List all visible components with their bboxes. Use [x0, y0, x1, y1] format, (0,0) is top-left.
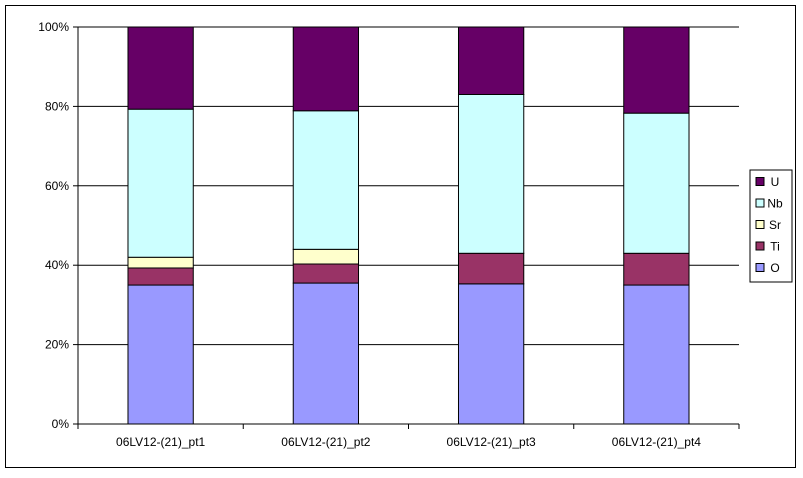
- bar-segment-nb: [127, 108, 194, 258]
- bar-segment-sr: [292, 248, 360, 265]
- bar-segment-u: [292, 26, 360, 112]
- y-tick-labels: 0% 20% 40% 60% 80% 100%: [38, 20, 69, 431]
- bar-segment-ti: [292, 263, 360, 284]
- bar-segment-ti: [457, 252, 525, 285]
- x-tick-label: 06LV12-(21)_pt4: [612, 435, 702, 449]
- bar-segment-u: [457, 26, 525, 95]
- legend-swatch-sr: [755, 220, 765, 229]
- legend-swatch-o: [755, 263, 765, 272]
- bar-segment-o: [623, 284, 690, 425]
- legend-label: Ti: [770, 240, 780, 254]
- x-tick-label: 06LV12-(21)_pt3: [447, 435, 537, 449]
- legend-swatch-u: [755, 177, 765, 186]
- bar-segment-nb: [292, 110, 360, 250]
- x-tick-label: 06LV12-(21)_pt2: [281, 435, 371, 449]
- y-tick-label: 80%: [45, 99, 69, 113]
- y-tick-label: 0%: [52, 417, 70, 431]
- axes: [73, 26, 740, 429]
- bar-segment-o: [127, 284, 194, 425]
- bar-segment-u: [623, 26, 690, 114]
- y-tick-label: 100%: [38, 20, 69, 34]
- bar-segment-sr: [127, 256, 194, 269]
- legend-label: O: [770, 261, 779, 275]
- legend-swatch-nb: [755, 198, 765, 208]
- y-tick-label: 60%: [45, 179, 69, 193]
- bars: [127, 26, 690, 425]
- x-tick-label: 06LV12-(21)_pt1: [116, 435, 206, 449]
- bar-segment-u: [127, 26, 194, 110]
- bar-segment-ti: [623, 252, 690, 286]
- legend-label: U: [771, 175, 780, 189]
- bar-segment-o: [457, 283, 525, 425]
- legend-label: Sr: [769, 218, 781, 232]
- y-tick-label: 20%: [45, 338, 69, 352]
- bar-segment-ti: [127, 267, 194, 286]
- y-tick-label: 40%: [45, 258, 69, 272]
- bar-segment-o: [292, 282, 360, 425]
- bar-segment-nb: [623, 112, 690, 254]
- legend-swatch-ti: [755, 241, 765, 251]
- legend: U Nb Sr Ti O: [749, 169, 793, 283]
- legend-label: Nb: [767, 197, 783, 211]
- bar-segment-nb: [457, 93, 525, 254]
- x-tick-labels: 06LV12-(21)_pt1 06LV12-(21)_pt2 06LV12-(21…: [116, 435, 701, 449]
